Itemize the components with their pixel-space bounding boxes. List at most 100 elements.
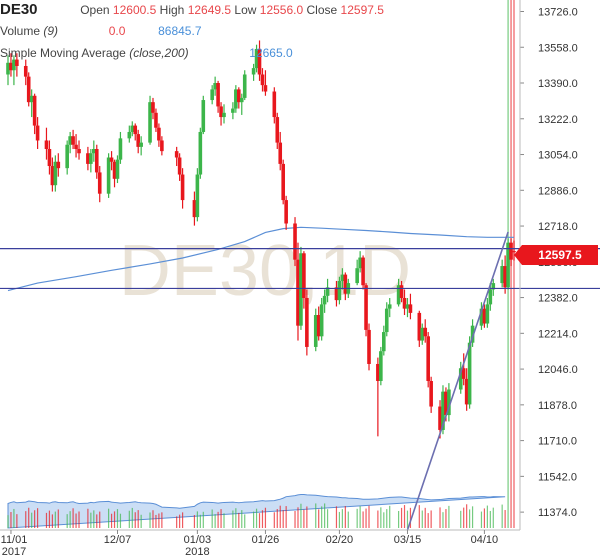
x-tick-label-0: 11/01 xyxy=(1,534,28,546)
candle-11 xyxy=(50,157,55,192)
close-value: 12597.5 xyxy=(340,3,384,17)
candle-15 xyxy=(68,131,72,154)
candle-body-2 xyxy=(12,59,16,71)
candle-body-90 xyxy=(387,304,392,309)
candle-body-100 xyxy=(429,381,433,407)
candle-16 xyxy=(71,129,75,149)
x-tick-sublabel-0: 2017 xyxy=(2,546,26,558)
candle-93 xyxy=(402,289,407,316)
candle-55 xyxy=(242,70,247,101)
candle-body-19 xyxy=(86,153,90,164)
candle-60 xyxy=(263,70,268,96)
y-tick-label-12: 11710.0 xyxy=(538,436,577,448)
candle-56 xyxy=(251,63,256,81)
candle-35 xyxy=(151,97,155,120)
lines-layer xyxy=(0,231,600,531)
ticker-symbol: DE30 xyxy=(0,1,38,18)
candle-99 xyxy=(426,332,430,388)
candle-7 xyxy=(32,93,37,135)
candle-body-13 xyxy=(56,161,61,169)
y-tick-label-0: 13726.0 xyxy=(538,6,578,18)
candle-body-21 xyxy=(92,148,96,154)
candle-82 xyxy=(358,251,362,273)
candle-113 xyxy=(488,283,493,311)
candle-body-26 xyxy=(112,161,117,179)
candle-body-24 xyxy=(106,157,111,194)
candle-90 xyxy=(387,297,392,318)
candle-body-76 xyxy=(334,287,339,301)
candle-body-77 xyxy=(337,280,342,301)
candle-body-105 xyxy=(458,368,463,390)
candle-21 xyxy=(92,140,96,162)
candle-body-81 xyxy=(355,268,359,284)
candle-73 xyxy=(319,297,324,341)
candle-47 xyxy=(213,76,217,96)
candle-body-86 xyxy=(376,363,380,382)
candle-body-84 xyxy=(364,285,368,330)
volume-layer xyxy=(7,0,515,529)
candle-body-25 xyxy=(109,157,114,162)
candle-body-103 xyxy=(444,391,448,416)
candle-body-14 xyxy=(65,144,69,169)
candle-body-12 xyxy=(53,161,58,186)
sma-label: Simple Moving Average xyxy=(0,46,126,60)
candle-48 xyxy=(216,80,220,113)
candle-69 xyxy=(302,251,306,309)
candle-body-20 xyxy=(89,153,93,164)
candle-13 xyxy=(56,153,61,177)
candle-34 xyxy=(148,95,152,145)
candle-85 xyxy=(367,323,371,371)
ohlc-row: DE30 Open 12600.5 High 12649.5 Low 12556… xyxy=(0,1,384,18)
candle-23 xyxy=(97,166,102,203)
candle-61 xyxy=(272,87,277,124)
candle-40 xyxy=(177,153,182,181)
candle-body-110 xyxy=(479,308,484,326)
candle-30 xyxy=(130,121,135,137)
candle-44 xyxy=(198,127,203,179)
candle-77 xyxy=(337,276,342,305)
candle-78 xyxy=(340,268,345,290)
candle-25 xyxy=(109,151,114,171)
candle-body-29 xyxy=(127,131,132,139)
candle-104 xyxy=(447,383,451,422)
candle-51 xyxy=(231,102,235,120)
candle-body-83 xyxy=(361,257,365,286)
candle-31 xyxy=(133,123,138,141)
candle-body-18 xyxy=(77,148,81,154)
candle-body-46 xyxy=(210,89,214,101)
candle-body-17 xyxy=(74,144,78,149)
candle-body-78 xyxy=(340,274,345,281)
candle-117 xyxy=(506,238,510,290)
candle-33 xyxy=(139,136,143,156)
x-tick-label-2: 01/03 xyxy=(184,534,212,546)
candle-5 xyxy=(26,72,31,107)
candle-body-107 xyxy=(464,378,469,405)
candle-70 xyxy=(305,289,309,356)
candle-body-62 xyxy=(275,117,280,143)
candle-body-108 xyxy=(467,342,472,405)
x-tick-label-6: 04/10 xyxy=(471,534,499,546)
candle-body-70 xyxy=(305,297,309,347)
candle-body-114 xyxy=(491,283,496,290)
candle-46 xyxy=(210,85,214,105)
candle-body-73 xyxy=(319,304,324,337)
candle-14 xyxy=(65,140,69,175)
candle-72 xyxy=(316,306,321,341)
volume-label: Volume xyxy=(0,24,41,38)
candle-body-11 xyxy=(50,166,55,186)
candle-26 xyxy=(112,159,117,188)
x-tick-label-5: 03/15 xyxy=(394,534,422,546)
candle-94 xyxy=(405,297,410,318)
candle-4 xyxy=(23,59,28,86)
open-label: Open xyxy=(80,3,110,17)
candle-body-43 xyxy=(195,174,200,218)
y-tick-label-8: 12382.0 xyxy=(538,293,578,305)
candle-body-58 xyxy=(257,48,262,75)
candle-112 xyxy=(485,297,490,328)
candle-body-22 xyxy=(94,148,99,173)
candle-86 xyxy=(376,357,380,437)
candle-body-98 xyxy=(423,327,428,337)
candle-body-4 xyxy=(23,65,28,77)
candle-body-60 xyxy=(263,85,268,92)
